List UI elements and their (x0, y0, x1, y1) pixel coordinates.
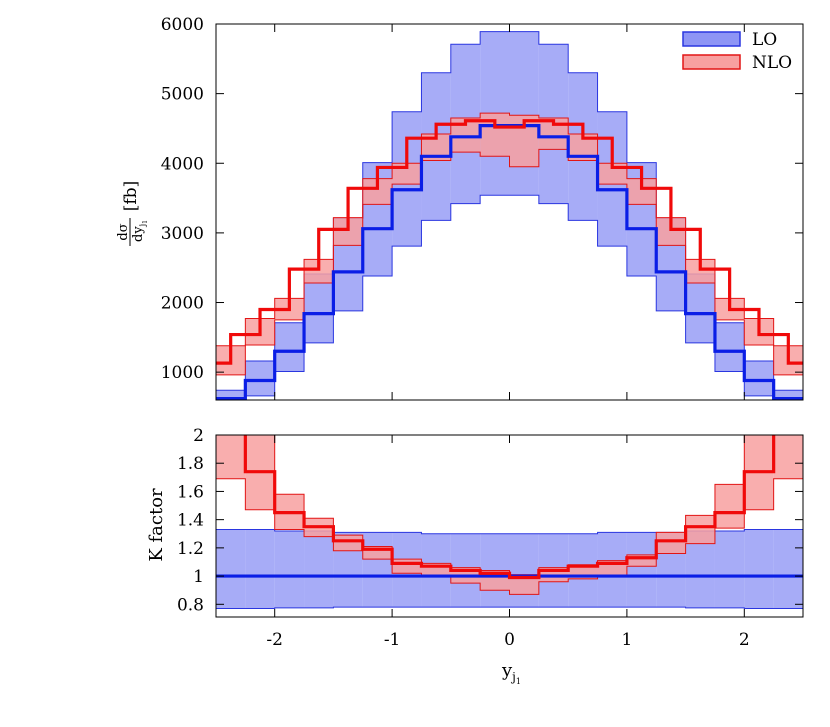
top-ytick-label: 2000 (161, 294, 204, 314)
nlo-band-bin (216, 435, 246, 479)
nlo-band-low-edge (216, 478, 803, 595)
lo-band-bin (773, 529, 803, 609)
lo-band-bin (509, 533, 539, 608)
bottom-xtick-label: 2 (739, 630, 750, 650)
nlo-band-bin (685, 515, 715, 544)
top-ytick-label: 5000 (161, 85, 204, 105)
legend-label-lo: LO (752, 30, 777, 50)
bottom-uncertainty-bands (216, 435, 803, 610)
lo-band-bin (714, 530, 745, 608)
top-uncertainty-bands (216, 31, 803, 400)
lo-band-bin (304, 273, 334, 343)
legend: LO NLO (682, 30, 792, 73)
bottom-ytick-label: 1.6 (177, 482, 204, 502)
top-central-lines (216, 119, 803, 400)
lo-band-low-edge (216, 606, 803, 610)
lo-band-bin (304, 530, 334, 608)
bottom-ytick-label: 1.2 (177, 539, 204, 559)
nlo-band-bin (626, 554, 657, 567)
bottom-xtick-label: 0 (504, 630, 515, 650)
bottom-ytick-label: 1.4 (177, 511, 204, 531)
lo-band-low-edge (244, 194, 775, 400)
lo-band-bin (274, 530, 305, 608)
lo-band-bin (714, 322, 745, 372)
top-ytick-label: 1000 (161, 363, 204, 383)
nlo-band-bin (714, 484, 745, 529)
nlo-band-bin (392, 559, 422, 574)
lo-band-bin (744, 529, 774, 609)
bottom-ytick-label: 1 (193, 567, 204, 587)
bottom-xtick-label: -2 (266, 630, 283, 650)
lo-band-bin (216, 390, 246, 400)
lo-band-bin (685, 273, 715, 343)
lo-band-bin (245, 361, 275, 396)
nlo-central-line (243, 435, 776, 580)
lo-band-bin (744, 361, 774, 396)
top-ytick-label: 4000 (161, 154, 204, 174)
legend-label-nlo: NLO (752, 53, 792, 73)
nlo-band-bin (685, 259, 715, 284)
nlo-band-bin (509, 574, 539, 595)
lo-band-bin (362, 532, 393, 608)
lo-band-bin (626, 532, 657, 608)
nlo-band-bin (304, 259, 334, 284)
legend-swatch-nlo (682, 54, 741, 70)
bottom-central-lines (216, 435, 803, 580)
bottom-y-axis-title: K factor (146, 488, 167, 562)
top-y-axis-title: dσ dyj1 [fb] (116, 181, 149, 246)
top-ytick-label: 6000 (161, 15, 204, 35)
lo-band-bin (773, 390, 803, 400)
legend-swatch-lo (682, 31, 741, 47)
bottom-xtick-label: -1 (384, 630, 401, 650)
lo-band-bin (509, 31, 539, 196)
nlo-band-low-edge (216, 148, 803, 376)
nlo-central-line (216, 119, 803, 365)
nlo-band-bin (656, 532, 686, 554)
bottom-xtick-label: 1 (621, 630, 632, 650)
ylabel-units: [fb] (121, 181, 141, 211)
lo-band-bin (216, 529, 246, 609)
bottom-ytick-label: 2 (193, 426, 204, 446)
nlo-band-bin (773, 435, 803, 479)
tick-marks-and-labels: 1000 2000 3000 4000 5000 6000 0.8 1 1.2 1.4 1.6 1.8… (161, 15, 803, 650)
lo-band-bin (245, 529, 275, 609)
nlo-band-bin (333, 535, 363, 551)
ylabel-denominator: dyj1 (131, 220, 149, 242)
x-axis-title: yj1 (501, 660, 521, 686)
top-ytick-label: 3000 (161, 224, 204, 244)
lo-band-bin (274, 322, 305, 372)
bottom-ytick-label: 0.8 (177, 595, 204, 615)
ylabel-numerator: dσ (116, 223, 131, 240)
bottom-ytick-label: 1.8 (177, 454, 204, 474)
